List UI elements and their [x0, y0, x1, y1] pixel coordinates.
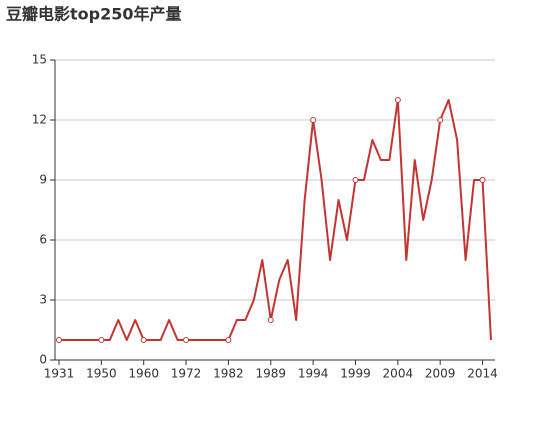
x-tick-label: 2014: [467, 367, 498, 381]
data-point: [394, 97, 401, 103]
y-tick-label: 6: [39, 233, 47, 247]
x-tick-label: 1950: [86, 367, 117, 381]
x-tick-label: 1960: [128, 367, 159, 381]
data-point: [267, 317, 274, 323]
chart-title: 豆瓣电影top250年产量: [6, 5, 182, 24]
x-tick-label: 1999: [340, 367, 371, 381]
data-point: [56, 337, 62, 343]
y-tick-label: 0: [39, 353, 47, 367]
data-point: [437, 117, 444, 123]
data-point: [183, 337, 190, 343]
x-tick-label: 1931: [44, 367, 75, 381]
data-point: [140, 337, 147, 343]
x-tick-label: 1972: [171, 367, 202, 381]
data-point: [98, 337, 105, 343]
x-tick-label: 2009: [425, 367, 456, 381]
data-point: [310, 117, 317, 123]
y-tick-label: 12: [32, 113, 47, 127]
y-tick-label: 9: [39, 173, 47, 187]
data-point: [225, 337, 232, 343]
data-point: [479, 177, 486, 183]
y-tick-label: 15: [32, 53, 47, 67]
x-tick-label: 1982: [213, 367, 244, 381]
x-tick-label: 1989: [255, 367, 286, 381]
data-line: [59, 99, 492, 341]
x-tick-label: 2004: [383, 367, 414, 381]
x-tick-label: 1994: [298, 367, 329, 381]
data-point: [352, 177, 359, 183]
y-tick-label: 3: [39, 293, 47, 307]
